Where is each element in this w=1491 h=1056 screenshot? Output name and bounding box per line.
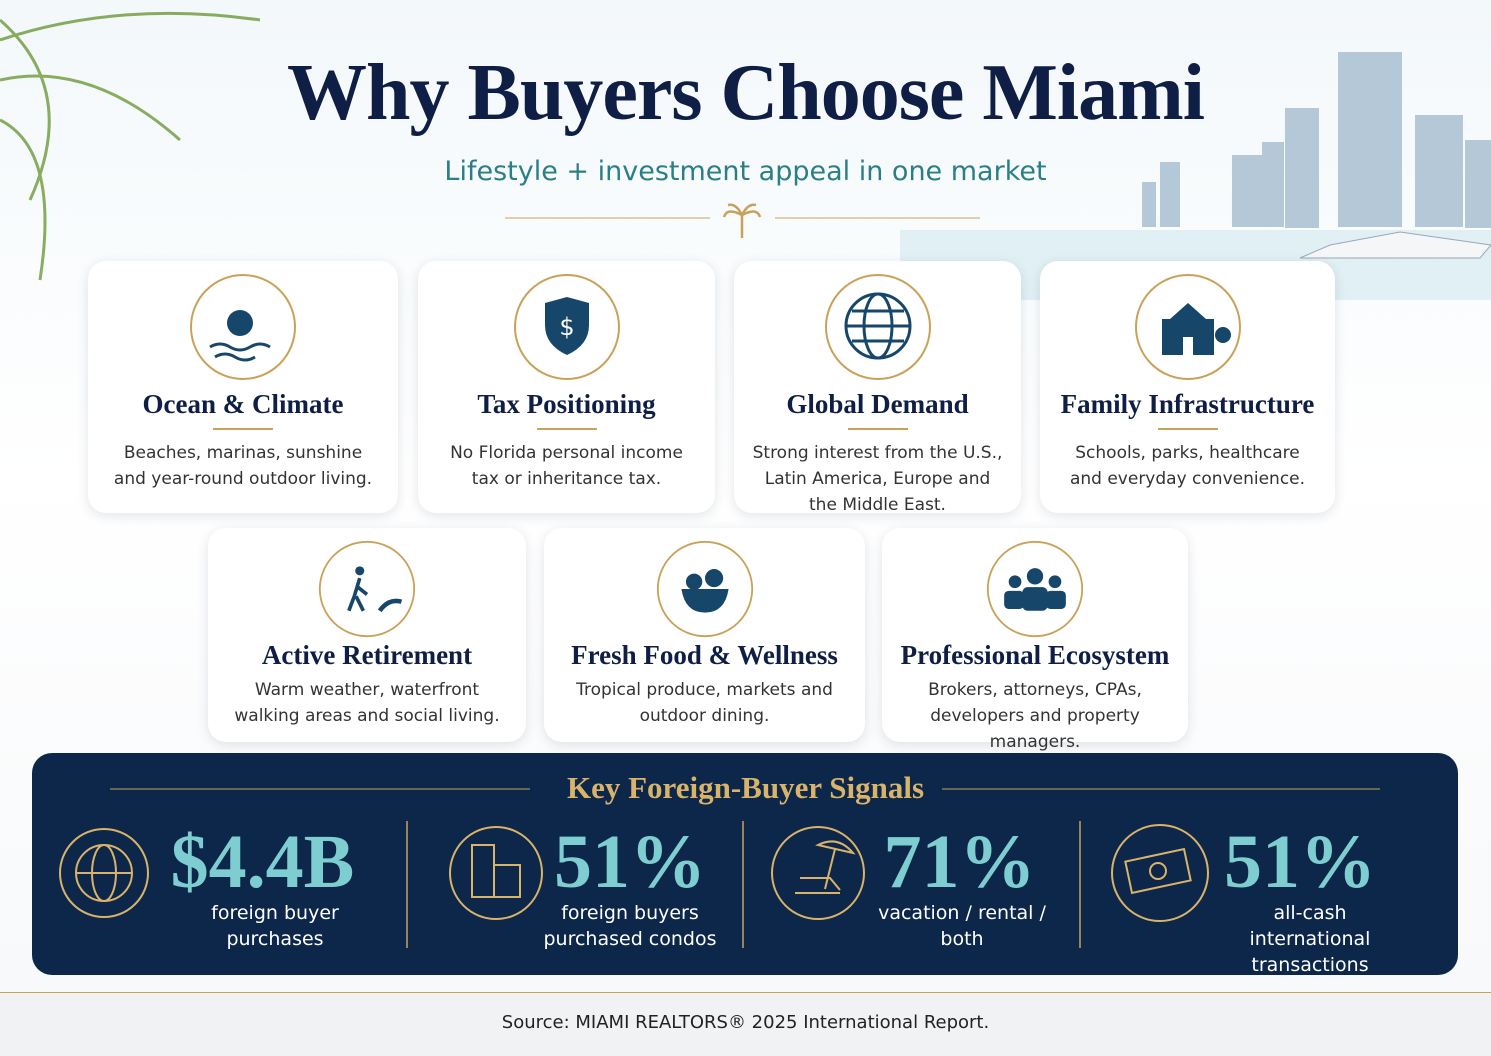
footer — [0, 992, 1491, 1056]
feature-title: Active Retirement — [261, 640, 473, 670]
signal-label: vacation / rental / both — [878, 902, 1046, 950]
divider — [213, 428, 273, 430]
divider — [847, 428, 908, 430]
signal-value: $4.4B — [170, 820, 355, 904]
feature-text: Warm weather, waterfront walking areas a… — [234, 680, 500, 726]
signals-title: Key Foreign-Buyer Signals — [566, 770, 925, 805]
background-art — [0, 11, 1491, 300]
feature-text: Schools, parks, healthcare and everyday … — [1069, 443, 1306, 489]
signals-panel — [32, 753, 1458, 975]
feature-icon — [190, 274, 296, 380]
signal-value: 51% — [554, 820, 706, 904]
feature-text: No Florida personal income tax or inheri… — [450, 443, 683, 489]
feature-title: Family Infrastructure — [1060, 389, 1315, 419]
feature-title: Tax Positioning — [477, 389, 656, 419]
feature-icon — [318, 540, 416, 638]
feature-icon — [656, 540, 753, 638]
signal-label: all-cash international transactions — [1249, 902, 1371, 976]
feature-title: Fresh Food & Wellness — [571, 640, 838, 670]
feature-title: Ocean & Climate — [142, 389, 344, 419]
feature-card: Ocean & Climate Beaches, marinas, sunshin… — [88, 261, 398, 513]
feature-text: Tropical produce, markets and outdoor di… — [576, 680, 833, 726]
feature-icon — [1134, 274, 1241, 380]
feature-card: Professional Ecosystem Brokers, attorneys… — [882, 528, 1188, 752]
divider — [1157, 428, 1218, 430]
signals-decor — [59, 788, 1380, 948]
feature-icon — [986, 540, 1084, 638]
feature-text: Beaches, marinas, sunshine and year-roun… — [113, 443, 373, 489]
svg-text:$: $ — [559, 313, 574, 341]
feature-card: Active Retirement Warm weather, waterfron… — [208, 528, 526, 742]
signal-value: 51% — [1224, 820, 1376, 904]
source: Source: MIAMI REALTORS® 2025 Internation… — [501, 1012, 990, 1033]
signal-label: foreign buyers purchased condos — [543, 902, 717, 950]
feature-text: Brokers, attorneys, CPAs, developers and… — [928, 680, 1142, 752]
signal-label: foreign buyer purchases — [211, 902, 339, 950]
feature-card: Global Demand Strong interest from the U.… — [734, 261, 1021, 515]
divider — [536, 428, 597, 430]
feature-text: Strong interest from the U.S., Latin Ame… — [752, 443, 1003, 515]
signal-value: 71% — [883, 820, 1036, 904]
feature-icon: $ — [513, 274, 620, 380]
feature-card: $ Tax Positioning No Florida personal inco… — [418, 261, 715, 513]
feature-icon — [824, 274, 931, 380]
feature-title: Professional Ecosystem — [900, 640, 1170, 670]
feature-card: Fresh Food & Wellness Tropical produce, m… — [544, 528, 865, 742]
feature-card: Family Infrastructure Schools, parks, hea… — [1040, 261, 1335, 513]
title: Why Buyers Choose Miami — [287, 49, 1205, 137]
feature-title: Global Demand — [786, 389, 969, 419]
subtitle: Lifestyle + investment appeal in one mar… — [444, 156, 1047, 187]
